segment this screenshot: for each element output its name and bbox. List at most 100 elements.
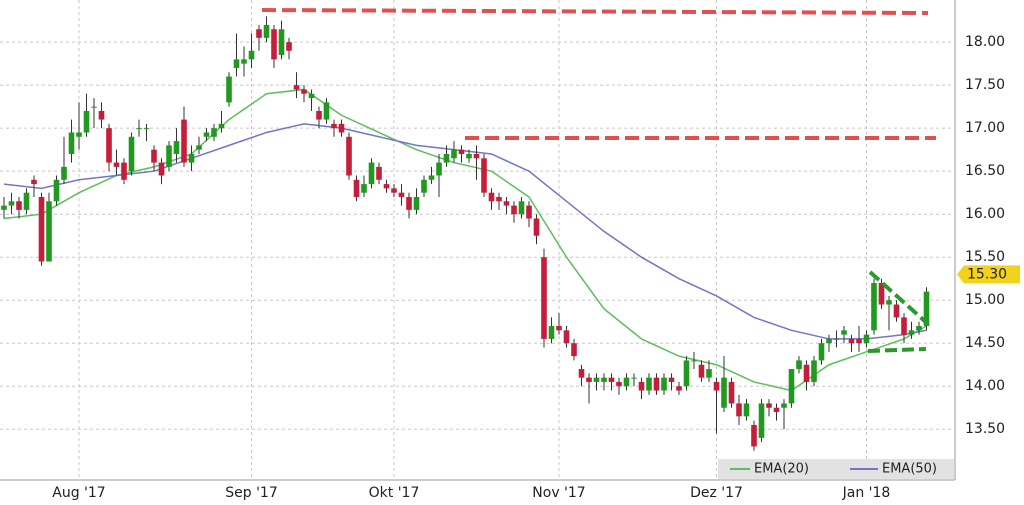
candle-body bbox=[61, 166, 67, 180]
candle-body bbox=[83, 110, 90, 133]
candle-body bbox=[518, 201, 525, 215]
candle-body bbox=[173, 141, 180, 154]
candle-body bbox=[263, 24, 270, 38]
last-price-label: 15.30 bbox=[967, 266, 1007, 282]
candle-body bbox=[541, 257, 547, 339]
trend-line bbox=[868, 270, 930, 326]
candle-body bbox=[578, 369, 585, 378]
candle-body bbox=[473, 153, 480, 159]
candle-body bbox=[871, 283, 877, 331]
candle-body bbox=[406, 196, 412, 210]
support-line bbox=[867, 347, 927, 353]
candle-body bbox=[166, 145, 172, 167]
candle-body bbox=[331, 123, 337, 129]
candle-body bbox=[548, 326, 555, 339]
candle-body bbox=[563, 330, 570, 344]
candle-body bbox=[466, 153, 472, 159]
candle-body bbox=[308, 93, 315, 99]
legend-label: EMA(50) bbox=[882, 462, 937, 477]
candle-body bbox=[533, 218, 540, 236]
candle-body bbox=[218, 123, 225, 129]
candle-body bbox=[818, 343, 825, 361]
candle-body bbox=[503, 201, 510, 206]
candle-body bbox=[361, 184, 367, 193]
last-price-badge bbox=[957, 265, 1020, 284]
candle-body bbox=[788, 369, 795, 404]
candle-body bbox=[76, 132, 82, 137]
ema-line bbox=[3, 88, 927, 392]
candle-body bbox=[698, 364, 705, 378]
x-tick-label: Dez '17 bbox=[690, 485, 743, 501]
candle-body bbox=[781, 403, 787, 408]
candle-body bbox=[646, 377, 652, 391]
candle-body bbox=[106, 128, 112, 163]
candle-body bbox=[443, 153, 450, 163]
resistance-line bbox=[261, 8, 929, 15]
candle-body bbox=[211, 128, 217, 137]
candle-body bbox=[848, 338, 855, 344]
candle-body bbox=[601, 377, 607, 382]
x-tick-label: Sep '17 bbox=[225, 485, 278, 501]
candle-body bbox=[496, 196, 502, 202]
candle-body bbox=[301, 89, 307, 94]
candle-body bbox=[421, 179, 427, 193]
candle-body bbox=[98, 110, 105, 120]
candle-body bbox=[338, 123, 345, 133]
candle-body bbox=[293, 85, 300, 90]
y-tick-label: 14.00 bbox=[965, 378, 1005, 394]
candle-body bbox=[391, 188, 397, 193]
y-tick-label: 14.50 bbox=[965, 335, 1005, 351]
candle-body bbox=[631, 377, 637, 379]
candle-body bbox=[46, 201, 52, 262]
candle-body bbox=[383, 184, 390, 189]
y-tick-label: 18.00 bbox=[965, 34, 1005, 50]
candle-body bbox=[796, 360, 802, 370]
candle-body bbox=[713, 381, 720, 391]
candle-body bbox=[751, 424, 757, 447]
candle-body bbox=[121, 162, 127, 180]
candle-body bbox=[766, 403, 772, 408]
candle-body bbox=[353, 179, 360, 197]
candle-body bbox=[676, 386, 682, 391]
candle-body bbox=[923, 291, 930, 327]
candle-body bbox=[113, 162, 120, 167]
y-tick-label: 15.00 bbox=[965, 292, 1005, 308]
candle-body bbox=[256, 29, 262, 38]
candle-body bbox=[743, 403, 750, 417]
candle-body bbox=[428, 175, 435, 180]
candle-body bbox=[593, 377, 600, 382]
candle-body bbox=[481, 158, 487, 193]
candle-body bbox=[908, 330, 915, 335]
candle-body bbox=[158, 162, 165, 176]
candle-body bbox=[758, 403, 765, 438]
candle-body bbox=[53, 179, 60, 202]
candle-body bbox=[586, 377, 592, 382]
candle-body bbox=[691, 360, 697, 362]
candle-body bbox=[68, 132, 75, 154]
candle-body bbox=[23, 192, 30, 210]
candle-body bbox=[653, 377, 660, 391]
candle-body bbox=[203, 132, 210, 137]
candle-body bbox=[623, 377, 630, 387]
candle-body bbox=[833, 338, 840, 340]
candle-body bbox=[151, 149, 157, 163]
candle-body bbox=[841, 330, 847, 335]
candle-body bbox=[488, 192, 495, 202]
candle-body bbox=[233, 59, 240, 68]
candle-body bbox=[863, 334, 870, 344]
candle-body bbox=[668, 377, 675, 382]
candle-body bbox=[376, 166, 382, 180]
candle-body bbox=[638, 381, 645, 391]
candle-body bbox=[721, 377, 727, 408]
candle-body bbox=[886, 300, 892, 305]
candle-body bbox=[916, 326, 922, 331]
x-tick-label: Aug '17 bbox=[52, 485, 105, 501]
candle-body bbox=[608, 377, 615, 382]
candle-body bbox=[878, 283, 885, 305]
candle-body bbox=[368, 162, 375, 185]
candle-body bbox=[803, 364, 810, 382]
candle-body bbox=[571, 343, 577, 357]
x-tick-label: Okt '17 bbox=[369, 485, 420, 501]
candle-body bbox=[706, 369, 712, 378]
candle-body bbox=[8, 201, 15, 206]
